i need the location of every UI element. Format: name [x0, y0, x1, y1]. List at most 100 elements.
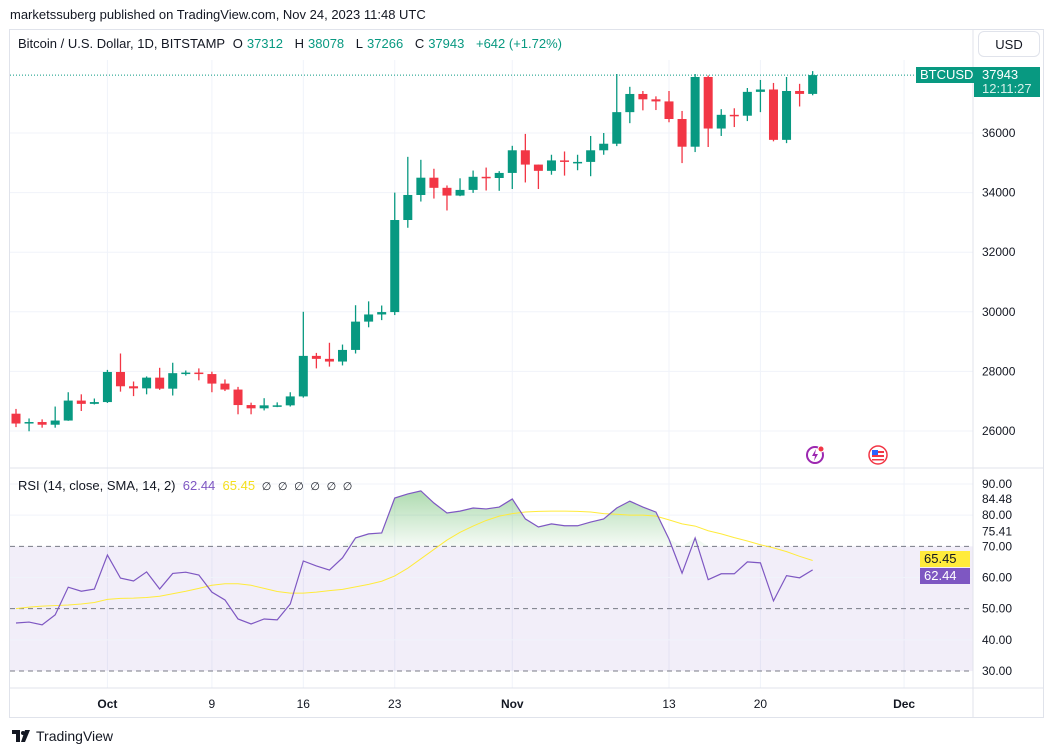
- candle: [742, 88, 752, 122]
- open-label: O: [232, 36, 243, 51]
- chart-frame: [9, 29, 1044, 718]
- time-tick-label: 9: [209, 697, 216, 711]
- candle-body: [573, 161, 583, 164]
- candle-body: [468, 176, 478, 190]
- candle: [455, 178, 465, 197]
- change-value: +642 (+1.72%): [475, 36, 562, 51]
- candle-body: [233, 389, 243, 406]
- candle-body: [37, 422, 47, 425]
- rsi-pane: [10, 483, 973, 672]
- candle: [651, 96, 661, 111]
- candle: [63, 392, 73, 421]
- close-label: C: [414, 36, 425, 51]
- candle-body: [324, 358, 334, 362]
- candle-body: [546, 160, 556, 171]
- candle-body: [63, 400, 73, 421]
- empty-value-icon: ∅: [277, 481, 288, 493]
- candle: [390, 192, 400, 316]
- last-price: 37943: [982, 67, 1019, 82]
- candle-body: [181, 372, 191, 375]
- candle-body: [168, 373, 178, 389]
- candle-body: [115, 371, 125, 387]
- candle: [403, 156, 413, 228]
- rsi-sma-line: [15, 510, 813, 610]
- rsi-tick-label: 30.00: [982, 664, 1012, 678]
- low-value: 37266: [367, 36, 404, 51]
- price-tick-label: 32000: [982, 245, 1016, 259]
- candle: [207, 371, 217, 393]
- rsi-tick-label: 75.41: [982, 524, 1012, 538]
- candle: [795, 83, 805, 107]
- candle: [168, 362, 178, 396]
- candle-body: [742, 91, 752, 116]
- candle: [102, 369, 112, 403]
- candle-body: [416, 177, 426, 195]
- candle: [768, 82, 778, 142]
- candle: [703, 75, 713, 148]
- empty-value-icon: ∅: [294, 481, 304, 493]
- time-tick-label: 16: [297, 697, 311, 711]
- candle-body: [298, 355, 308, 397]
- candle-body: [142, 377, 152, 389]
- candle-body: [651, 99, 661, 102]
- candle: [442, 185, 452, 211]
- candle: [142, 376, 152, 395]
- events-icon[interactable]: [805, 445, 825, 465]
- candle-body: [207, 374, 217, 384]
- candle: [364, 301, 374, 328]
- currency-button[interactable]: USD: [978, 31, 1040, 57]
- grid: [10, 60, 973, 688]
- candle: [690, 74, 700, 153]
- candle: [246, 402, 256, 415]
- candle: [429, 168, 439, 199]
- candle-body: [768, 89, 778, 140]
- candle: [808, 71, 818, 96]
- candle: [50, 406, 60, 428]
- candle-body: [89, 402, 99, 404]
- candle: [351, 305, 361, 354]
- time-tick-label: 20: [754, 697, 768, 711]
- candle: [560, 151, 570, 176]
- candle-body: [703, 76, 713, 129]
- rsi-sma-axis-label: 65.45: [920, 551, 970, 567]
- candle-body: [494, 172, 504, 178]
- candle-body: [586, 150, 596, 162]
- candle-body: [599, 143, 609, 151]
- candle-body: [364, 314, 374, 322]
- candle: [612, 74, 622, 147]
- candle-body: [24, 422, 34, 424]
- price-tick-label: 26000: [982, 424, 1016, 438]
- candle: [782, 76, 792, 144]
- rsi-tick-label: 40.00: [982, 633, 1012, 647]
- axes: 26000 28000 30000 32000 34000 36000 Oct 9 16 23 No…: [10, 30, 1044, 718]
- candle: [599, 133, 609, 155]
- candle: [677, 110, 687, 164]
- us-flag-icon[interactable]: [868, 445, 888, 465]
- candle: [194, 368, 204, 381]
- candle-body: [272, 405, 282, 407]
- open-value: 37312: [246, 36, 283, 51]
- candle-body: [129, 386, 139, 389]
- candle: [664, 90, 674, 123]
- candle: [181, 370, 191, 376]
- candle: [129, 381, 139, 397]
- time-tick-label: 13: [662, 697, 676, 711]
- high-label: H: [294, 36, 305, 51]
- time-tick-label: Dec: [893, 697, 915, 711]
- candle-body: [782, 90, 792, 140]
- candle-body: [377, 312, 387, 315]
- empty-value-icon: ∅: [310, 481, 320, 493]
- candle: [298, 311, 308, 398]
- candle: [272, 402, 282, 408]
- rsi-value: 62.44: [182, 478, 216, 493]
- candle: [638, 90, 648, 111]
- candle-body: [194, 372, 204, 375]
- candle-body: [390, 220, 400, 313]
- rsi-tick-label: 70.00: [982, 539, 1012, 553]
- candle-body: [220, 383, 230, 390]
- footer: TradingView: [12, 728, 113, 744]
- candle-body: [351, 321, 361, 350]
- rsi-tick-label: 84.48: [982, 492, 1012, 506]
- candle-body: [690, 76, 700, 147]
